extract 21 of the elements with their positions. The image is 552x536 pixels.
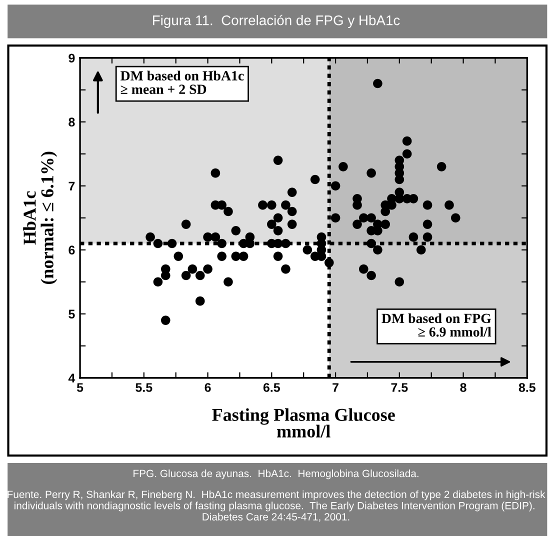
y-tick-label: 4 xyxy=(68,374,76,382)
chart-title: Figura 11. Correlación de FPG y HbA1c xyxy=(152,14,400,28)
x-tick-label: 8.5 xyxy=(518,383,536,392)
band-label: DM based on HbA1c ≥ mean + 2 SD xyxy=(120,70,244,94)
x-tick-label: 5.5 xyxy=(136,383,152,392)
y-tick-label: 5 xyxy=(68,310,75,319)
x-tick-label: 6.5 xyxy=(263,383,280,392)
source-note: Fuente. Perry R, Shankar R, Fineberg N. HbA1c measurement improves the detection of type 2 diabetes in high-risk individuals with nondiagnostic levels of fasting plasma glucose. The Early Diabetes Intervention Program (EDIP). Diabetes Care 24:45-471, 2001. xyxy=(8,490,546,522)
x-axis-title: Fasting Plasma Glucose mmol/l xyxy=(212,408,395,438)
x-tick-label: 7 xyxy=(332,383,338,392)
y-tick-label: 8 xyxy=(68,118,75,127)
x-tick-label: 8 xyxy=(460,383,466,392)
x-tick-label: 6 xyxy=(204,383,211,392)
band-label: DM based on FPG ≥ 6.9 mmol/l xyxy=(382,313,492,337)
y-tick-label: 7 xyxy=(68,182,75,190)
y-axis-title: HbA1c (normal: ≤ 6.1%) xyxy=(23,152,58,284)
y-tick-label: 9 xyxy=(68,54,75,63)
text: FPG. Glucosa de ayunas. HbA1c. Hemoglobina Glucosilada. xyxy=(134,470,418,480)
y-tick-label: 6 xyxy=(68,246,75,255)
x-tick-label: 7.5 xyxy=(391,383,408,392)
x-tick-label: 5 xyxy=(76,383,84,392)
